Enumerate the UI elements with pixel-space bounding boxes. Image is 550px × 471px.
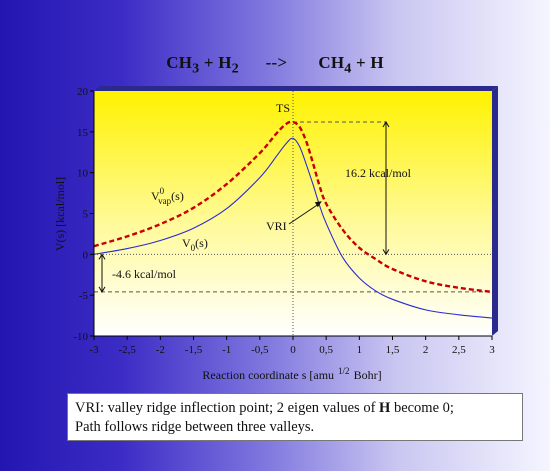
x-tick-label: 0,5 [319, 344, 333, 356]
vvap-series-label: V0 vap(s) [151, 186, 184, 206]
x-tick-label: -1 [222, 344, 231, 356]
v0-curve [93, 137, 493, 319]
x-axis-label: Reaction coordinate s [amu 1/2 Bohr] [202, 366, 381, 382]
reaction-energy-arrow [98, 253, 106, 293]
x-tick-label: 1,5 [386, 344, 400, 356]
y-tick-label: 20 [77, 86, 89, 98]
x-tick-label: 1 [357, 344, 363, 356]
y-tick-label: 15 [77, 127, 89, 139]
chart-title: CH3 + H2 --> CH4 + H [166, 53, 384, 77]
y-tick-label: 10 [77, 168, 89, 180]
barrier-arrow-head-bottom [382, 249, 390, 256]
note-line-1: VRI: valley ridge inflection point; 2 ei… [75, 400, 454, 416]
plot-frame-side [492, 86, 498, 336]
x-tick-label: 3 [489, 344, 495, 356]
x-tick-label: 2 [423, 344, 429, 356]
x-tick-label: 0 [290, 344, 296, 356]
reaction-energy-label: -4.6 kcal/mol [112, 267, 177, 281]
y-tick-label: 0 [83, 249, 89, 261]
x-tick-label: -2 [156, 344, 165, 356]
vri-pointer-head [314, 201, 322, 208]
note-line-2: Path follows ridge between three valleys… [75, 419, 315, 435]
x-tick-label: -2,5 [118, 344, 136, 356]
ts-label: TS [276, 101, 290, 115]
y-tick-label: -5 [79, 290, 89, 302]
barrier-arrow [382, 121, 390, 256]
y-axis-label: V(s) [kcal/mol] [53, 177, 67, 251]
vri-label: VRI [266, 219, 287, 233]
vri-pointer-line [288, 202, 321, 225]
x-tick-label: 2,5 [452, 344, 466, 356]
v0-series-label: V0(s) [182, 236, 208, 253]
reaction-energy-arrow-head-bottom [98, 286, 106, 293]
barrier-arrow-head-top [382, 121, 390, 128]
reaction-energy-arrow-head-top [98, 253, 106, 260]
vvap-curve [93, 120, 493, 294]
barrier-height-label: 16.2 kcal/mol [345, 166, 412, 180]
plot-frame-top [94, 86, 498, 91]
y-tick-label: 5 [83, 209, 89, 221]
explanation-note: VRI: valley ridge inflection point; 2 ei… [67, 393, 523, 441]
y-tick-label: -10 [73, 331, 88, 343]
x-tick-label: -1,5 [185, 344, 203, 356]
x-tick-label: -0,5 [251, 344, 269, 356]
x-tick-label: -3 [89, 344, 99, 356]
